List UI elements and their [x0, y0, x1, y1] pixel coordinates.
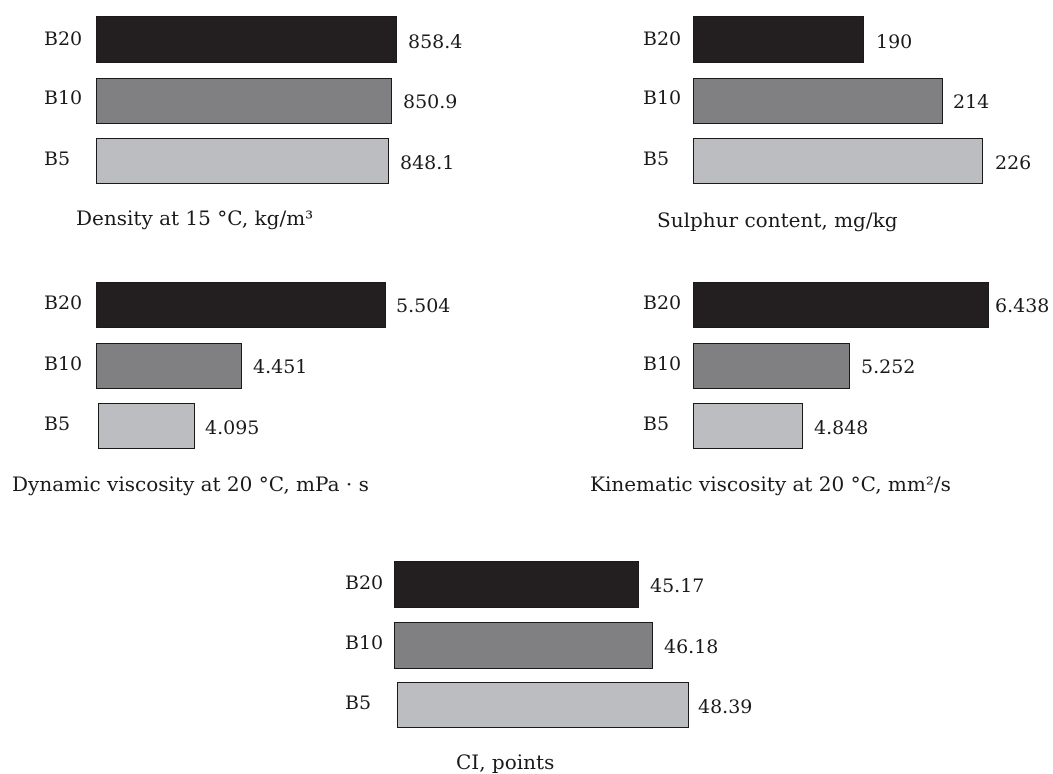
bar-kinematic-b10 — [693, 343, 850, 389]
value-label: 46.18 — [664, 636, 719, 658]
bar-sulphur-b5 — [693, 138, 983, 184]
value-label: 5.252 — [861, 356, 916, 378]
bar-dynamic-b5 — [98, 403, 195, 449]
category-label: B5 — [643, 148, 670, 170]
bar-density-b10 — [96, 78, 392, 124]
value-label: 214 — [953, 91, 990, 113]
bar-ci-b20 — [394, 561, 639, 608]
bar-density-b5 — [96, 138, 389, 184]
bar-sulphur-b20 — [693, 16, 864, 63]
value-label: 848.1 — [400, 152, 455, 174]
category-label: B20 — [44, 28, 83, 50]
category-label: B10 — [44, 353, 83, 375]
category-label: B20 — [44, 292, 83, 314]
value-label: 4.451 — [253, 356, 308, 378]
category-label: B20 — [643, 292, 682, 314]
value-label: 5.504 — [396, 295, 451, 317]
category-label: B10 — [44, 87, 83, 109]
value-label: 6.438 — [995, 295, 1050, 317]
category-label: B10 — [643, 353, 682, 375]
value-label: 850.9 — [403, 91, 458, 113]
category-label: B5 — [643, 413, 670, 435]
value-label: 45.17 — [650, 575, 705, 597]
bar-sulphur-b10 — [693, 78, 943, 124]
category-label: B5 — [44, 413, 71, 435]
bar-ci-b5 — [397, 682, 689, 728]
bar-dynamic-b10 — [96, 343, 242, 389]
value-label: 4.848 — [814, 417, 869, 439]
value-label: 226 — [995, 152, 1032, 174]
category-label: B20 — [345, 572, 384, 594]
value-label: 48.39 — [698, 696, 753, 718]
category-label: B5 — [345, 692, 372, 714]
bar-kinematic-b20 — [693, 282, 989, 328]
chart-title: CI, points — [456, 750, 555, 774]
chart-title: Density at 15 °C, kg/m³ — [76, 206, 314, 230]
chart-title: Sulphur content, mg/kg — [657, 208, 898, 232]
category-label: B10 — [643, 87, 682, 109]
category-label: B20 — [643, 28, 682, 50]
chart-title: Kinematic viscosity at 20 °C, mm²/s — [590, 472, 951, 496]
category-label: B5 — [44, 148, 71, 170]
bar-ci-b10 — [394, 622, 653, 669]
category-label: B10 — [345, 632, 384, 654]
value-label: 190 — [876, 31, 913, 53]
bar-density-b20 — [96, 16, 397, 63]
value-label: 858.4 — [408, 31, 463, 53]
chart-title: Dynamic viscosity at 20 °C, mPa · s — [12, 472, 369, 496]
value-label: 4.095 — [205, 417, 260, 439]
bar-kinematic-b5 — [693, 403, 803, 449]
bar-dynamic-b20 — [96, 282, 386, 328]
